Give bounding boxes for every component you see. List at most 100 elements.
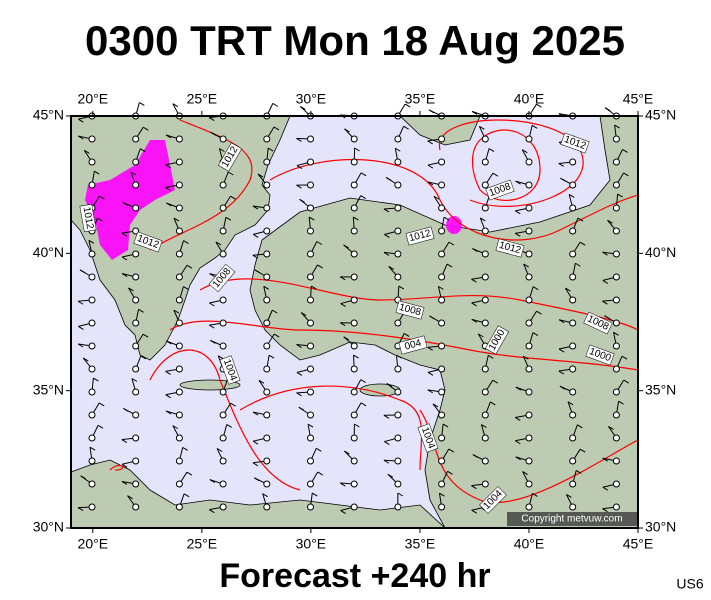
station bbox=[132, 480, 140, 488]
station bbox=[219, 411, 227, 419]
station bbox=[263, 227, 271, 235]
barb-feather bbox=[602, 457, 608, 462]
station bbox=[88, 457, 96, 465]
barb-feather bbox=[608, 426, 614, 430]
station bbox=[569, 204, 577, 212]
station bbox=[394, 135, 402, 143]
barb-feather bbox=[579, 241, 586, 246]
isobar-label-text: 1012 bbox=[81, 206, 96, 230]
barb-feather bbox=[602, 279, 609, 284]
station bbox=[219, 319, 227, 327]
isobar-label: 1008 bbox=[395, 300, 425, 320]
station bbox=[350, 342, 358, 350]
barb-feather bbox=[94, 170, 100, 175]
barb-feather bbox=[396, 354, 402, 359]
barb-feather bbox=[267, 147, 274, 152]
lon-tick-label: 20°E bbox=[78, 536, 109, 552]
barb-feather bbox=[567, 401, 574, 406]
station bbox=[438, 434, 446, 442]
station bbox=[569, 319, 577, 327]
barb-feather bbox=[311, 285, 317, 290]
station bbox=[88, 181, 96, 189]
station bbox=[175, 204, 183, 212]
station bbox=[219, 342, 227, 350]
station bbox=[175, 181, 183, 189]
station bbox=[132, 204, 140, 212]
barb-feather bbox=[253, 477, 260, 482]
barb-feather bbox=[263, 285, 270, 290]
barb-feather bbox=[383, 414, 390, 419]
station bbox=[350, 135, 358, 143]
station bbox=[350, 411, 358, 419]
station bbox=[569, 296, 577, 304]
station bbox=[219, 457, 227, 465]
station bbox=[438, 227, 446, 235]
barb-feather bbox=[427, 371, 434, 376]
lat-tick-label: 30°N bbox=[33, 519, 64, 535]
barb-feather bbox=[427, 346, 433, 351]
station bbox=[612, 480, 620, 488]
barb-feather bbox=[80, 475, 86, 480]
barb-feather bbox=[492, 172, 499, 177]
station bbox=[132, 250, 140, 258]
station bbox=[394, 480, 402, 488]
station bbox=[88, 365, 96, 373]
isobar-label-box bbox=[485, 179, 515, 201]
station bbox=[481, 296, 489, 304]
barb-feather bbox=[514, 417, 521, 421]
barb-feather bbox=[307, 423, 314, 428]
barb-feather bbox=[97, 217, 103, 222]
barb-feather bbox=[617, 193, 623, 198]
barb-feather bbox=[296, 165, 303, 169]
station bbox=[219, 388, 227, 396]
station bbox=[175, 434, 183, 442]
barb-feather bbox=[230, 402, 236, 407]
station bbox=[132, 296, 140, 304]
barb-feather bbox=[121, 463, 128, 468]
station bbox=[307, 319, 314, 327]
station bbox=[350, 296, 358, 304]
isobar-label: 1012 bbox=[405, 226, 435, 246]
barb-feather bbox=[215, 241, 222, 246]
station bbox=[525, 158, 533, 166]
station bbox=[569, 480, 577, 488]
barb-feather bbox=[388, 265, 395, 270]
barb-feather bbox=[166, 340, 172, 345]
barb-feather bbox=[427, 181, 434, 186]
station bbox=[481, 250, 489, 258]
isobar-label-box bbox=[133, 231, 163, 253]
forecast-label: Forecast +240 hr bbox=[219, 557, 490, 595]
barb-feather bbox=[344, 128, 350, 133]
station bbox=[219, 296, 227, 304]
precip-area bbox=[85, 140, 175, 260]
station bbox=[88, 296, 96, 304]
station bbox=[612, 503, 620, 511]
barb-feather bbox=[139, 102, 145, 106]
barb-feather bbox=[443, 216, 450, 221]
barb-feather bbox=[579, 448, 586, 453]
station bbox=[525, 296, 533, 304]
station bbox=[612, 158, 620, 166]
station bbox=[525, 135, 533, 143]
station bbox=[263, 204, 271, 212]
barb-feather bbox=[300, 312, 307, 316]
station bbox=[175, 342, 183, 350]
barb-feather bbox=[121, 439, 128, 444]
lon-tick-label: 35°E bbox=[405, 91, 436, 107]
barb-feather bbox=[225, 216, 232, 221]
barb-feather bbox=[165, 394, 171, 399]
barb-feather bbox=[121, 481, 128, 485]
station bbox=[132, 503, 140, 511]
barb-feather bbox=[618, 400, 624, 405]
station bbox=[263, 411, 271, 419]
barb-feather bbox=[98, 402, 105, 407]
barb-feather bbox=[299, 198, 305, 203]
station bbox=[525, 319, 533, 327]
barb-feather bbox=[273, 126, 280, 131]
barb-feather bbox=[339, 482, 346, 487]
station bbox=[307, 181, 314, 189]
lat-tick-label: 40°N bbox=[33, 244, 64, 260]
station bbox=[394, 319, 402, 327]
